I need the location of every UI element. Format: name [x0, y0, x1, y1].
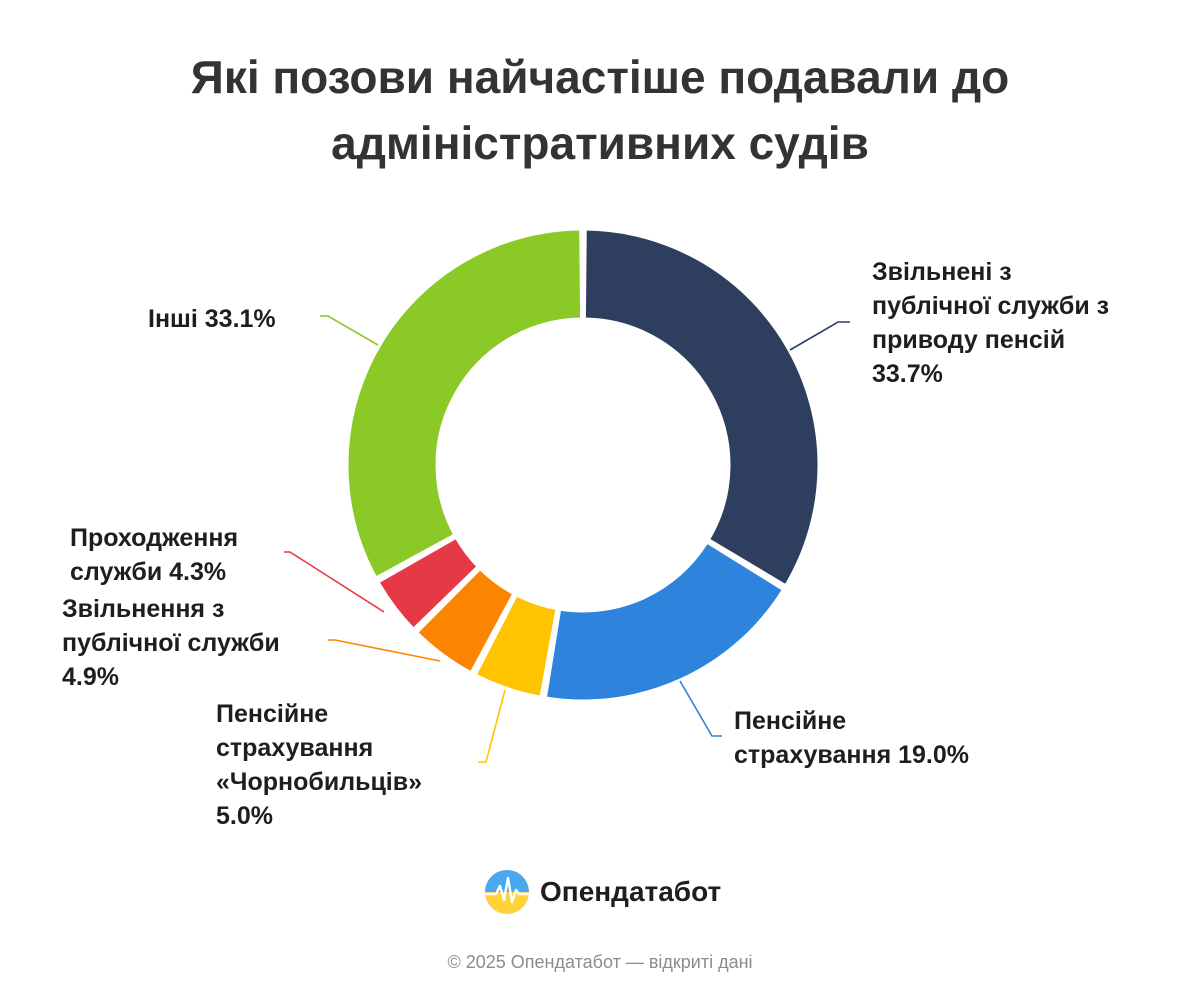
brand-name: Опендатабот — [540, 876, 722, 907]
leader-lines — [284, 315, 850, 763]
donut-slice-chornobyl-pension — [473, 593, 559, 699]
slice-label-line: Звільнені з — [872, 258, 1012, 286]
slice-label-line: 5.0% — [216, 802, 273, 830]
donut-slice-other — [345, 227, 584, 580]
chart-title: Які позови найчастіше подавали до адміні… — [100, 44, 1100, 176]
slice-label-pension-insurance: Пенсійне страхування 19.0% — [734, 704, 969, 772]
slice-label-line: страхування — [216, 734, 374, 762]
leader-line-service — [284, 551, 385, 613]
brand: Опендатабот — [484, 868, 721, 916]
slice-label-other: Інші 33.1% — [148, 302, 276, 336]
slice-label-line: служби 4.3% — [70, 558, 227, 586]
leader-line-pension-insurance — [679, 680, 722, 737]
donut-slice-dismissal-public-service — [415, 567, 516, 675]
slice-label-line: 4.9% — [62, 663, 119, 691]
slice-label-line: Проходження — [70, 524, 239, 552]
donut-slice-service — [376, 535, 480, 631]
chart-title-line: адміністративних судів — [331, 117, 869, 169]
slice-label-line: Пенсійне — [216, 700, 329, 728]
slice-label-dismissal-public-service: Звільнення з публічної служби 4.9% — [62, 592, 280, 694]
opendatabot-logo-icon — [485, 870, 529, 914]
slice-label-line: 33.7% — [872, 360, 943, 388]
leader-line-dismissed-pension — [789, 321, 850, 351]
slice-label-line: публічної служби — [62, 629, 280, 657]
slice-label-line: приводу пенсій — [872, 326, 1066, 354]
footer-copyright: © 2025 Опендатабот — відкриті дані — [447, 952, 753, 972]
donut-slices — [345, 227, 821, 703]
slice-label-dismissed-pension: Звільнені з публічної служби з приводу п… — [872, 255, 1109, 391]
leader-line-chornobyl-pension — [478, 689, 506, 763]
slice-label-service: Проходження служби 4.3% — [70, 521, 238, 589]
slice-label-line: страхування 19.0% — [734, 741, 969, 769]
slice-label-line: Звільнення з — [62, 595, 225, 623]
donut-slice-pension-insurance — [543, 540, 785, 703]
chart-title-line: Які позови найчастіше подавали до — [190, 51, 1010, 103]
leader-line-dismissal-public-service — [328, 639, 441, 662]
slice-label-line: Пенсійне — [734, 707, 847, 735]
slice-label-chornobyl-pension: Пенсійне страхування «Чорнобильців» 5.0% — [216, 697, 422, 833]
slice-label-line: Інші 33.1% — [148, 305, 276, 333]
slice-label-line: «Чорнобильців» — [216, 768, 423, 796]
slice-label-line: публічної служби з — [872, 292, 1110, 320]
leader-line-other — [320, 315, 379, 346]
donut-slice-dismissed-pension — [582, 227, 821, 588]
